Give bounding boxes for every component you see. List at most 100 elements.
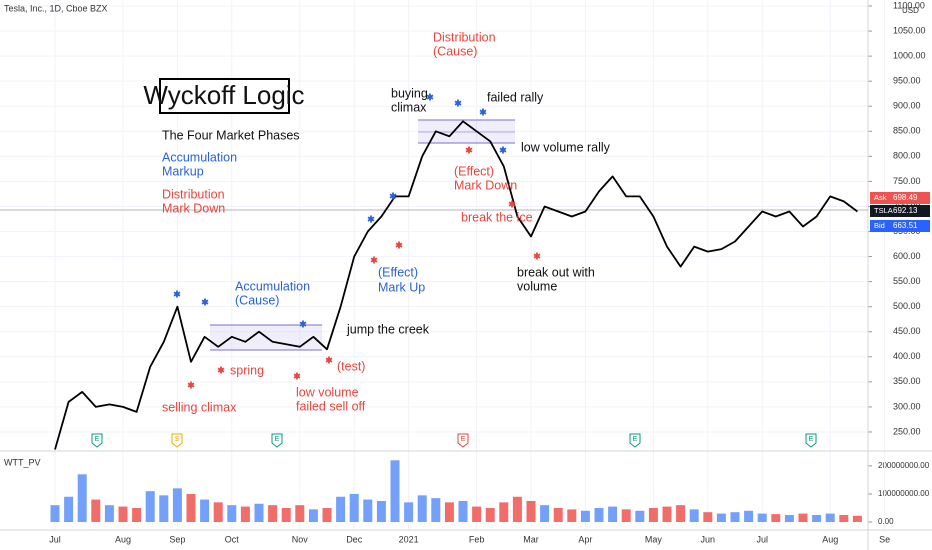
x-tick-label: Sep [169, 534, 185, 544]
annotation: break the ice [461, 210, 533, 224]
asterisk [426, 93, 434, 101]
event-icon [271, 433, 283, 448]
asterisk [395, 241, 403, 249]
annotation: (Effect) [454, 164, 494, 178]
volume-bar [730, 512, 740, 522]
volume-bar [689, 509, 699, 522]
event-label: E [809, 436, 814, 443]
volume-bar [104, 505, 114, 522]
annotation: jump the creek [346, 322, 430, 336]
asterisk [325, 356, 333, 364]
asterisk [187, 381, 195, 389]
volume-bar [526, 500, 536, 522]
asterisk [370, 256, 378, 264]
annotation: Distribution [162, 187, 225, 201]
annotation: low volume rally [521, 140, 611, 154]
volume-bar [404, 502, 414, 522]
asterisk [499, 146, 507, 154]
volume-bar [621, 509, 631, 522]
volume-bar [118, 506, 128, 522]
y-tick-label: 400.00 [893, 351, 921, 361]
volume-bar [227, 505, 237, 522]
volume-bar [757, 513, 767, 522]
x-tick-label: Dec [346, 534, 363, 544]
event-label: E [95, 436, 100, 443]
volume-bar [512, 496, 522, 522]
volume-bar [852, 515, 862, 522]
x-tick-label: Apr [578, 534, 592, 544]
volume-bar [417, 495, 427, 522]
volume-bar [662, 506, 672, 522]
price-badge-label: Ask [874, 193, 887, 202]
asterisk [508, 200, 516, 208]
annotation: selling climax [162, 400, 237, 414]
title: Wyckoff Logic [143, 80, 304, 110]
annotation: Distribution [433, 30, 496, 44]
volume-bar [281, 507, 291, 522]
x-tick-label: Oct [225, 534, 240, 544]
x-tick-label: Nov [292, 534, 309, 544]
event-icon [457, 433, 469, 448]
annotation: Mark Down [162, 201, 225, 215]
annotation: failed sell off [296, 399, 366, 413]
volume-bar [703, 512, 713, 522]
volume-bar [322, 507, 332, 522]
price-badge [870, 192, 930, 204]
volume-bar [798, 513, 808, 522]
title-box [159, 78, 290, 114]
annotation: break out with [517, 265, 595, 279]
x-tick-label: Se [879, 534, 890, 544]
x-tick-label: Mar [523, 534, 539, 544]
volume-bar [499, 502, 509, 522]
y-tick-label: 950.00 [893, 76, 921, 86]
volume-bar [295, 505, 305, 522]
annotation: Markup [162, 164, 204, 178]
volume-bar [186, 493, 196, 522]
volume-bar [812, 514, 822, 522]
volume-bar [784, 514, 794, 522]
price-line [54, 120, 858, 450]
y-tick-label: 600.00 [893, 251, 921, 261]
volume-bar [472, 506, 482, 522]
volume-bar [240, 506, 250, 522]
price-badge [870, 205, 930, 217]
annotation: Accumulation [235, 279, 310, 293]
y-tick-label: 200000000.00 [878, 461, 930, 470]
y-tick-label: 100000000.00 [878, 489, 930, 498]
volume-bar [64, 496, 74, 522]
price-badge-label: Bid [874, 221, 885, 230]
event-icon [171, 433, 183, 448]
volume-bar [444, 502, 454, 522]
annotation: failed rally [487, 90, 544, 104]
annotation: (Cause) [433, 44, 477, 58]
volume-bar [50, 505, 60, 522]
volume-bar [553, 507, 563, 522]
volume-bar [132, 507, 142, 522]
y-tick-label: 1050.00 [893, 25, 926, 35]
y-tick-label: 750.00 [893, 176, 921, 186]
volume-title: WTT_PV [4, 457, 41, 467]
volume-bar [608, 506, 618, 522]
y-tick-label: 350.00 [893, 376, 921, 386]
volume-bar [159, 495, 169, 522]
event-label: E [633, 436, 638, 443]
volume-bar [91, 499, 101, 522]
volume-bar [458, 500, 468, 522]
price-badge-value: 698.49 [893, 193, 918, 202]
x-tick-label: 2021 [399, 534, 419, 544]
y-tick-label: 300.00 [893, 401, 921, 411]
volume-bar [77, 474, 87, 522]
event-label: E [461, 436, 466, 443]
volume-bar [744, 510, 754, 522]
volume-bar [376, 500, 386, 522]
volume-bar [825, 513, 835, 522]
asterisk [293, 372, 301, 380]
volume-bar [172, 488, 182, 522]
annotation: low volume [296, 385, 359, 399]
volume-bar [635, 510, 645, 522]
volume-bar [200, 499, 210, 522]
